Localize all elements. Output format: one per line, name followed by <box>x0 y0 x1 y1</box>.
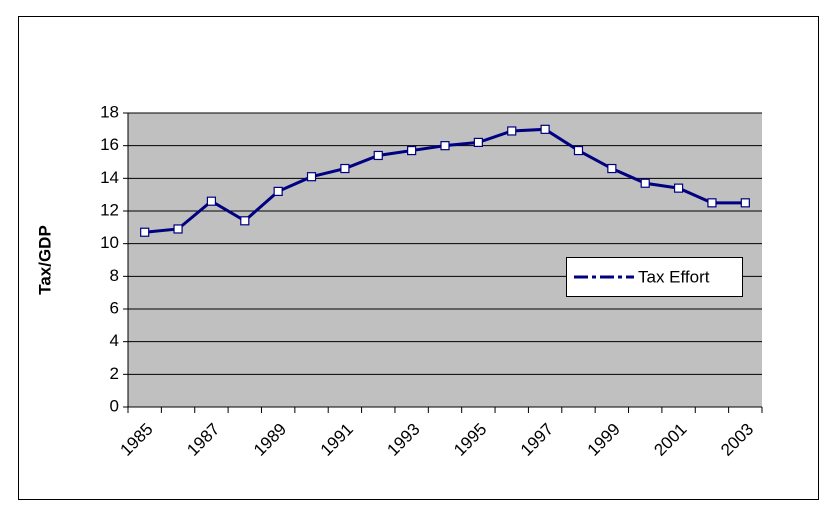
marker <box>373 150 383 161</box>
y-tick-label: 4 <box>110 331 119 350</box>
marker <box>440 141 450 151</box>
marker <box>507 126 517 136</box>
marker <box>673 183 684 193</box>
marker <box>473 137 483 147</box>
y-tick-label: 18 <box>100 102 119 121</box>
marker <box>640 178 650 188</box>
y-tick-label: 8 <box>110 266 119 285</box>
marker <box>540 124 550 134</box>
marker <box>140 227 150 237</box>
y-tick-label: 14 <box>100 168 119 187</box>
marker <box>407 145 417 156</box>
y-tick-label: 16 <box>100 135 119 154</box>
marker <box>707 198 717 208</box>
y-axis-label: Tax/GDP <box>35 225 54 295</box>
marker <box>340 163 350 174</box>
legend-label: Tax Effort <box>638 267 710 286</box>
marker <box>306 172 317 182</box>
y-tick-label: 6 <box>110 298 119 317</box>
marker <box>573 145 584 156</box>
y-tick-label: 10 <box>100 233 119 252</box>
y-tick-label: 0 <box>110 396 119 415</box>
y-tick-label: 2 <box>110 364 119 383</box>
marker <box>740 198 750 208</box>
marker <box>206 196 217 206</box>
marker <box>607 163 617 174</box>
y-tick-label: 12 <box>100 200 119 219</box>
marker <box>173 224 183 234</box>
marker <box>273 186 283 196</box>
marker <box>240 216 250 226</box>
